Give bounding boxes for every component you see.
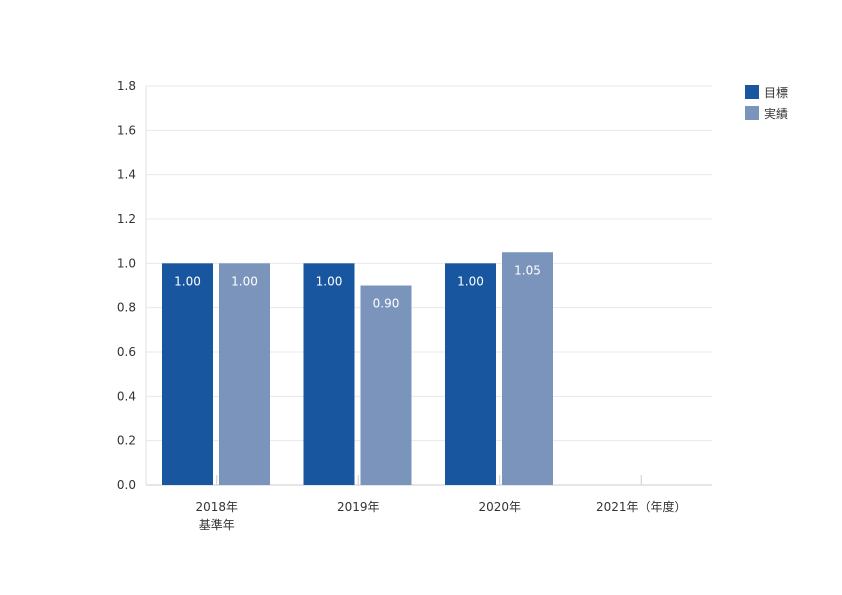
bars: 1.00 1.00 1.00 0.90 1.00 1.05 [162, 252, 553, 485]
y-tick-label: 0.2 [117, 434, 136, 448]
x-tick-label: 2020年 [478, 500, 521, 514]
bar-target [445, 263, 496, 485]
bar-target [303, 263, 355, 485]
y-tick-label: 1.6 [117, 123, 136, 137]
legend-label: 実績 [764, 106, 788, 121]
y-tick-label: 1.4 [117, 168, 136, 182]
y-tick-label: 0.6 [117, 345, 136, 359]
legend-swatch [745, 85, 759, 99]
y-tick-label: 0.8 [117, 301, 136, 315]
y-axis: 0.0 0.2 0.4 0.6 0.8 1.0 1.2 1.4 1.6 1.8 [117, 79, 147, 492]
y-tick-label: 1.0 [117, 256, 136, 270]
legend-swatch [745, 106, 759, 120]
x-tick-label: 2019年 [337, 500, 380, 514]
y-tick-label: 0.0 [117, 478, 136, 492]
bar-value-label: 1.00 [174, 274, 201, 288]
bar-actual [502, 252, 553, 485]
x-tick-label: 2021年（年度） [596, 499, 687, 514]
bar-value-label: 0.90 [373, 297, 400, 311]
bar-value-label: 1.05 [514, 263, 541, 277]
bar-value-label: 1.00 [231, 274, 258, 288]
y-tick-label: 1.2 [117, 212, 136, 226]
x-tick-label: 基準年 [199, 517, 235, 532]
bar-actual [219, 263, 270, 485]
bar-actual [360, 285, 412, 485]
y-tick-label: 1.8 [117, 79, 136, 93]
y-tick-label: 0.4 [117, 389, 136, 403]
bar-value-label: 1.00 [316, 274, 343, 288]
x-tick-label: 2018年 [195, 500, 238, 514]
bar-value-label: 1.00 [457, 274, 484, 288]
bar-target [162, 263, 213, 485]
legend-label: 目標 [764, 86, 788, 100]
